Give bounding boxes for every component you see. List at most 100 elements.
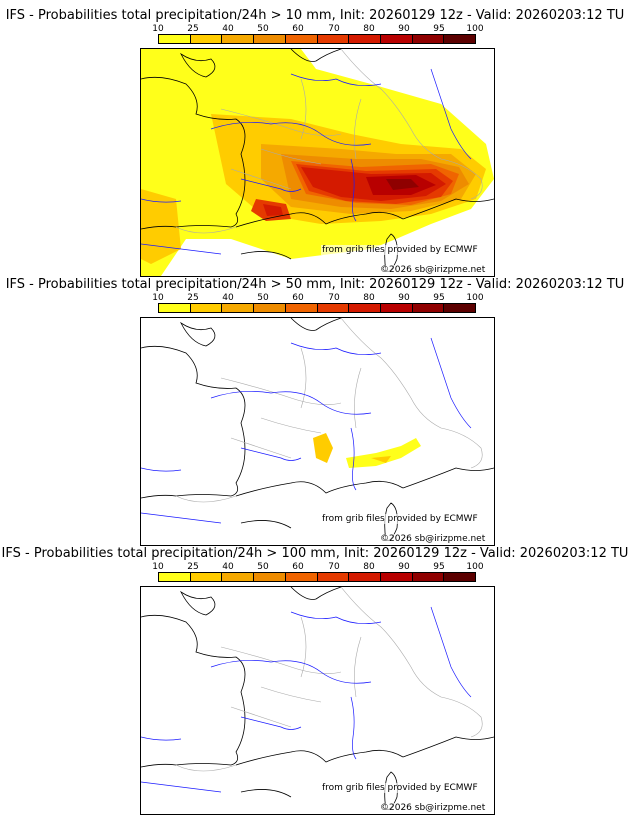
legend-label: 70 — [328, 562, 340, 572]
legend-color-bar — [158, 572, 476, 582]
legend-label: 60 — [292, 562, 304, 572]
regional-borders — [220, 616, 362, 728]
spain-coast — [240, 251, 292, 260]
pyrenees-border — [175, 764, 237, 772]
legend-swatch — [190, 35, 223, 43]
credit-source: from grib files provided by ECMWF — [321, 514, 479, 524]
loire-river — [210, 122, 372, 146]
seine-river — [290, 611, 382, 624]
legend-swatch — [412, 304, 445, 312]
legend-labels: 10 25 40 50 60 70 80 90 95 100 — [152, 24, 483, 34]
prob-95-area — [386, 179, 419, 190]
channel-coast — [290, 49, 342, 62]
rhine-river — [430, 606, 472, 698]
france-west-coast — [141, 345, 246, 499]
legend-label: 90 — [398, 24, 410, 34]
map-panel-100mm: IFS - Probabilities total precipitation/… — [0, 546, 630, 815]
credit-copyright: ©2026 sb@irizpme.net — [379, 265, 487, 275]
rhine-river — [430, 68, 472, 160]
prob-10-area — [346, 438, 421, 468]
rhine-river — [430, 337, 472, 429]
legend-label: 25 — [187, 562, 199, 572]
legend-label: 50 — [257, 293, 269, 303]
spain-coast — [240, 789, 292, 798]
channel-coast — [290, 318, 342, 331]
coastlines — [141, 587, 494, 810]
rivers — [141, 606, 472, 793]
legend-swatch — [380, 304, 413, 312]
map-panel-10mm: IFS - Probabilities total precipitation/… — [0, 8, 630, 277]
map-panel-50mm: IFS - Probabilities total precipitation/… — [0, 277, 630, 546]
map-svg — [141, 318, 494, 541]
credit-copyright: ©2026 sb@irizpme.net — [379, 534, 487, 544]
iberian-rivers — [141, 736, 222, 793]
legend-label: 80 — [363, 562, 375, 572]
rivers — [141, 68, 472, 255]
ligurian-coast — [402, 198, 494, 220]
borders — [175, 587, 483, 772]
color-legend: 10 25 40 50 60 70 80 90 95 100 — [152, 562, 484, 584]
panel-title: IFS - Probabilities total precipitation/… — [5, 8, 625, 23]
prob-25-area — [371, 456, 391, 463]
seine-river — [290, 342, 382, 355]
legend-swatch — [317, 573, 350, 581]
legend-swatch — [317, 35, 350, 43]
loire-river — [210, 660, 372, 684]
map-svg — [141, 587, 494, 810]
legend-label: 10 — [152, 24, 164, 34]
garonne-river — [240, 178, 302, 192]
legend-label: 100 — [466, 293, 484, 303]
france-east-border — [340, 587, 483, 738]
credit-source: from grib files provided by ECMWF — [321, 245, 479, 255]
legend-swatch — [349, 304, 381, 312]
legend-color-bar — [158, 34, 476, 44]
legend-label: 90 — [398, 562, 410, 572]
legend-label: 100 — [466, 562, 484, 572]
legend-swatch — [159, 573, 191, 581]
legend-swatch — [190, 304, 223, 312]
legend-labels: 10 25 40 50 60 70 80 90 95 100 — [152, 293, 483, 303]
spain-coast — [240, 520, 292, 529]
seine-river — [290, 73, 382, 86]
rhone-river — [350, 427, 357, 491]
legend-label: 40 — [222, 293, 234, 303]
legend-swatch — [349, 35, 381, 43]
credit-source: from grib files provided by ECMWF — [321, 783, 479, 793]
iberian-rivers — [141, 198, 222, 255]
legend-label: 50 — [257, 562, 269, 572]
legend-swatch — [285, 35, 318, 43]
ligurian-coast — [402, 467, 494, 489]
legend-labels: 10 25 40 50 60 70 80 90 95 100 — [152, 562, 483, 572]
pyrenees-border — [175, 226, 237, 234]
rivers — [141, 337, 472, 524]
france-east-border — [340, 49, 483, 200]
legend-label: 50 — [257, 24, 269, 34]
legend-swatch — [159, 35, 191, 43]
france-west-coast — [141, 76, 246, 230]
legend-label: 10 — [152, 293, 164, 303]
color-legend: 10 25 40 50 60 70 80 90 95 100 — [152, 293, 484, 315]
france-west-coast — [141, 614, 246, 768]
garonne-river — [240, 716, 302, 730]
legend-label: 95 — [433, 562, 445, 572]
legend-label: 80 — [363, 293, 375, 303]
garonne-river — [240, 447, 302, 461]
legend-swatch — [380, 573, 413, 581]
borders — [175, 49, 483, 234]
mediterranean-coast — [235, 211, 404, 228]
legend-swatch — [444, 304, 476, 312]
legend-label: 100 — [466, 24, 484, 34]
rhone-river — [350, 158, 357, 222]
prob-80-area — [263, 204, 283, 216]
legend-swatch — [222, 304, 255, 312]
legend-swatch — [444, 35, 476, 43]
england-south-coast — [179, 590, 216, 616]
legend-label: 25 — [187, 24, 199, 34]
england-south-coast — [179, 52, 216, 78]
legend-swatch — [285, 573, 318, 581]
mediterranean-coast — [235, 749, 404, 766]
credit-copyright: ©2026 sb@irizpme.net — [379, 803, 487, 813]
loire-river — [210, 391, 372, 415]
panel-title: IFS - Probabilities total precipitation/… — [5, 277, 625, 292]
legend-label: 70 — [328, 293, 340, 303]
